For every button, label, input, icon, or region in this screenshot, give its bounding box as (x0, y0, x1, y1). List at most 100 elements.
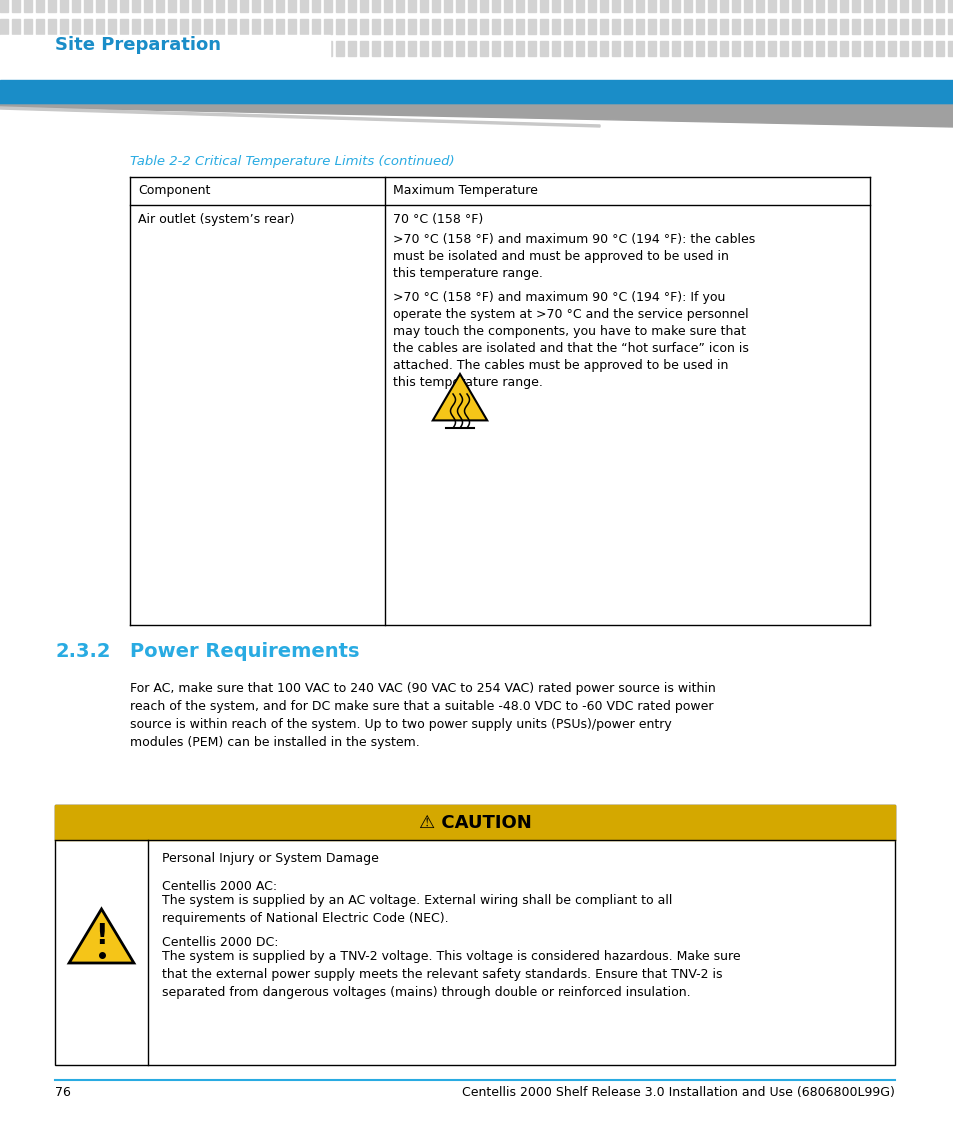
Bar (240, 0, 248, 11)
Bar (563, 41, 572, 56)
Bar (96, 19, 104, 34)
Bar (443, 19, 452, 34)
Bar (767, 0, 775, 11)
Text: 2.3.2: 2.3.2 (55, 642, 111, 661)
Bar (935, 19, 943, 34)
Bar (636, 0, 643, 11)
Bar (132, 0, 140, 11)
Bar (335, 41, 344, 56)
Bar (144, 41, 152, 56)
Bar (359, 41, 368, 56)
Bar (720, 41, 727, 56)
Bar (335, 0, 344, 11)
Bar (636, 19, 643, 34)
Bar (479, 0, 488, 11)
Bar (815, 41, 823, 56)
Bar (156, 19, 164, 34)
Bar (132, 19, 140, 34)
Bar (647, 0, 656, 11)
Bar (743, 0, 751, 11)
Bar (552, 19, 559, 34)
Bar (408, 41, 416, 56)
Bar (899, 41, 907, 56)
Bar (791, 0, 800, 11)
Bar (419, 0, 428, 11)
Bar (468, 19, 476, 34)
Bar (780, 41, 787, 56)
Bar (623, 0, 631, 11)
Bar (503, 41, 512, 56)
Bar (204, 41, 212, 56)
Bar (384, 41, 392, 56)
Bar (204, 19, 212, 34)
Bar (599, 19, 607, 34)
Bar (359, 19, 368, 34)
Bar (539, 41, 547, 56)
Bar (275, 19, 284, 34)
Bar (204, 0, 212, 11)
Bar (539, 19, 547, 34)
Bar (408, 0, 416, 11)
Bar (683, 0, 691, 11)
Bar (780, 0, 787, 11)
Bar (755, 41, 763, 56)
Bar (599, 41, 607, 56)
Bar (576, 0, 583, 11)
Text: 70 °C (158 °F): 70 °C (158 °F) (393, 213, 483, 226)
Bar (911, 19, 919, 34)
Bar (696, 41, 703, 56)
Bar (228, 0, 235, 11)
Bar (395, 19, 403, 34)
Bar (275, 41, 284, 56)
Bar (479, 41, 488, 56)
Bar (492, 41, 499, 56)
Bar (720, 0, 727, 11)
Bar (96, 41, 104, 56)
Text: >70 °C (158 °F) and maximum 90 °C (194 °F): the cables
must be isolated and must: >70 °C (158 °F) and maximum 90 °C (194 °… (393, 232, 755, 281)
Bar (527, 0, 536, 11)
Bar (0, 0, 8, 11)
Bar (395, 0, 403, 11)
Bar (552, 41, 559, 56)
Bar (372, 0, 379, 11)
Bar (12, 19, 20, 34)
Bar (55, 805, 894, 840)
Bar (84, 0, 91, 11)
Bar (132, 41, 140, 56)
Bar (899, 0, 907, 11)
Text: The system is supplied by a TNV-2 voltage. This voltage is considered hazardous.: The system is supplied by a TNV-2 voltag… (162, 950, 740, 998)
Bar (863, 0, 871, 11)
Bar (911, 0, 919, 11)
Bar (623, 19, 631, 34)
Bar (947, 0, 953, 11)
Bar (527, 19, 536, 34)
Bar (48, 0, 56, 11)
Text: !: ! (95, 922, 108, 950)
Bar (419, 41, 428, 56)
Bar (599, 0, 607, 11)
Bar (312, 19, 319, 34)
Text: Maximum Temperature: Maximum Temperature (393, 184, 537, 197)
Bar (71, 41, 80, 56)
Bar (120, 0, 128, 11)
Text: Table 2-2 Critical Temperature Limits (continued): Table 2-2 Critical Temperature Limits (c… (130, 155, 455, 168)
Bar (419, 19, 428, 34)
Bar (228, 19, 235, 34)
Bar (456, 41, 463, 56)
Bar (791, 19, 800, 34)
Bar (108, 19, 116, 34)
Bar (312, 0, 319, 11)
Bar (731, 0, 740, 11)
Bar (180, 41, 188, 56)
Bar (24, 41, 32, 56)
Bar (840, 41, 847, 56)
Bar (192, 19, 200, 34)
Bar (587, 19, 596, 34)
Text: Site Preparation: Site Preparation (55, 35, 221, 54)
Bar (743, 41, 751, 56)
Bar (36, 19, 44, 34)
Bar (71, 0, 80, 11)
Bar (827, 0, 835, 11)
Bar (659, 0, 667, 11)
Bar (71, 19, 80, 34)
